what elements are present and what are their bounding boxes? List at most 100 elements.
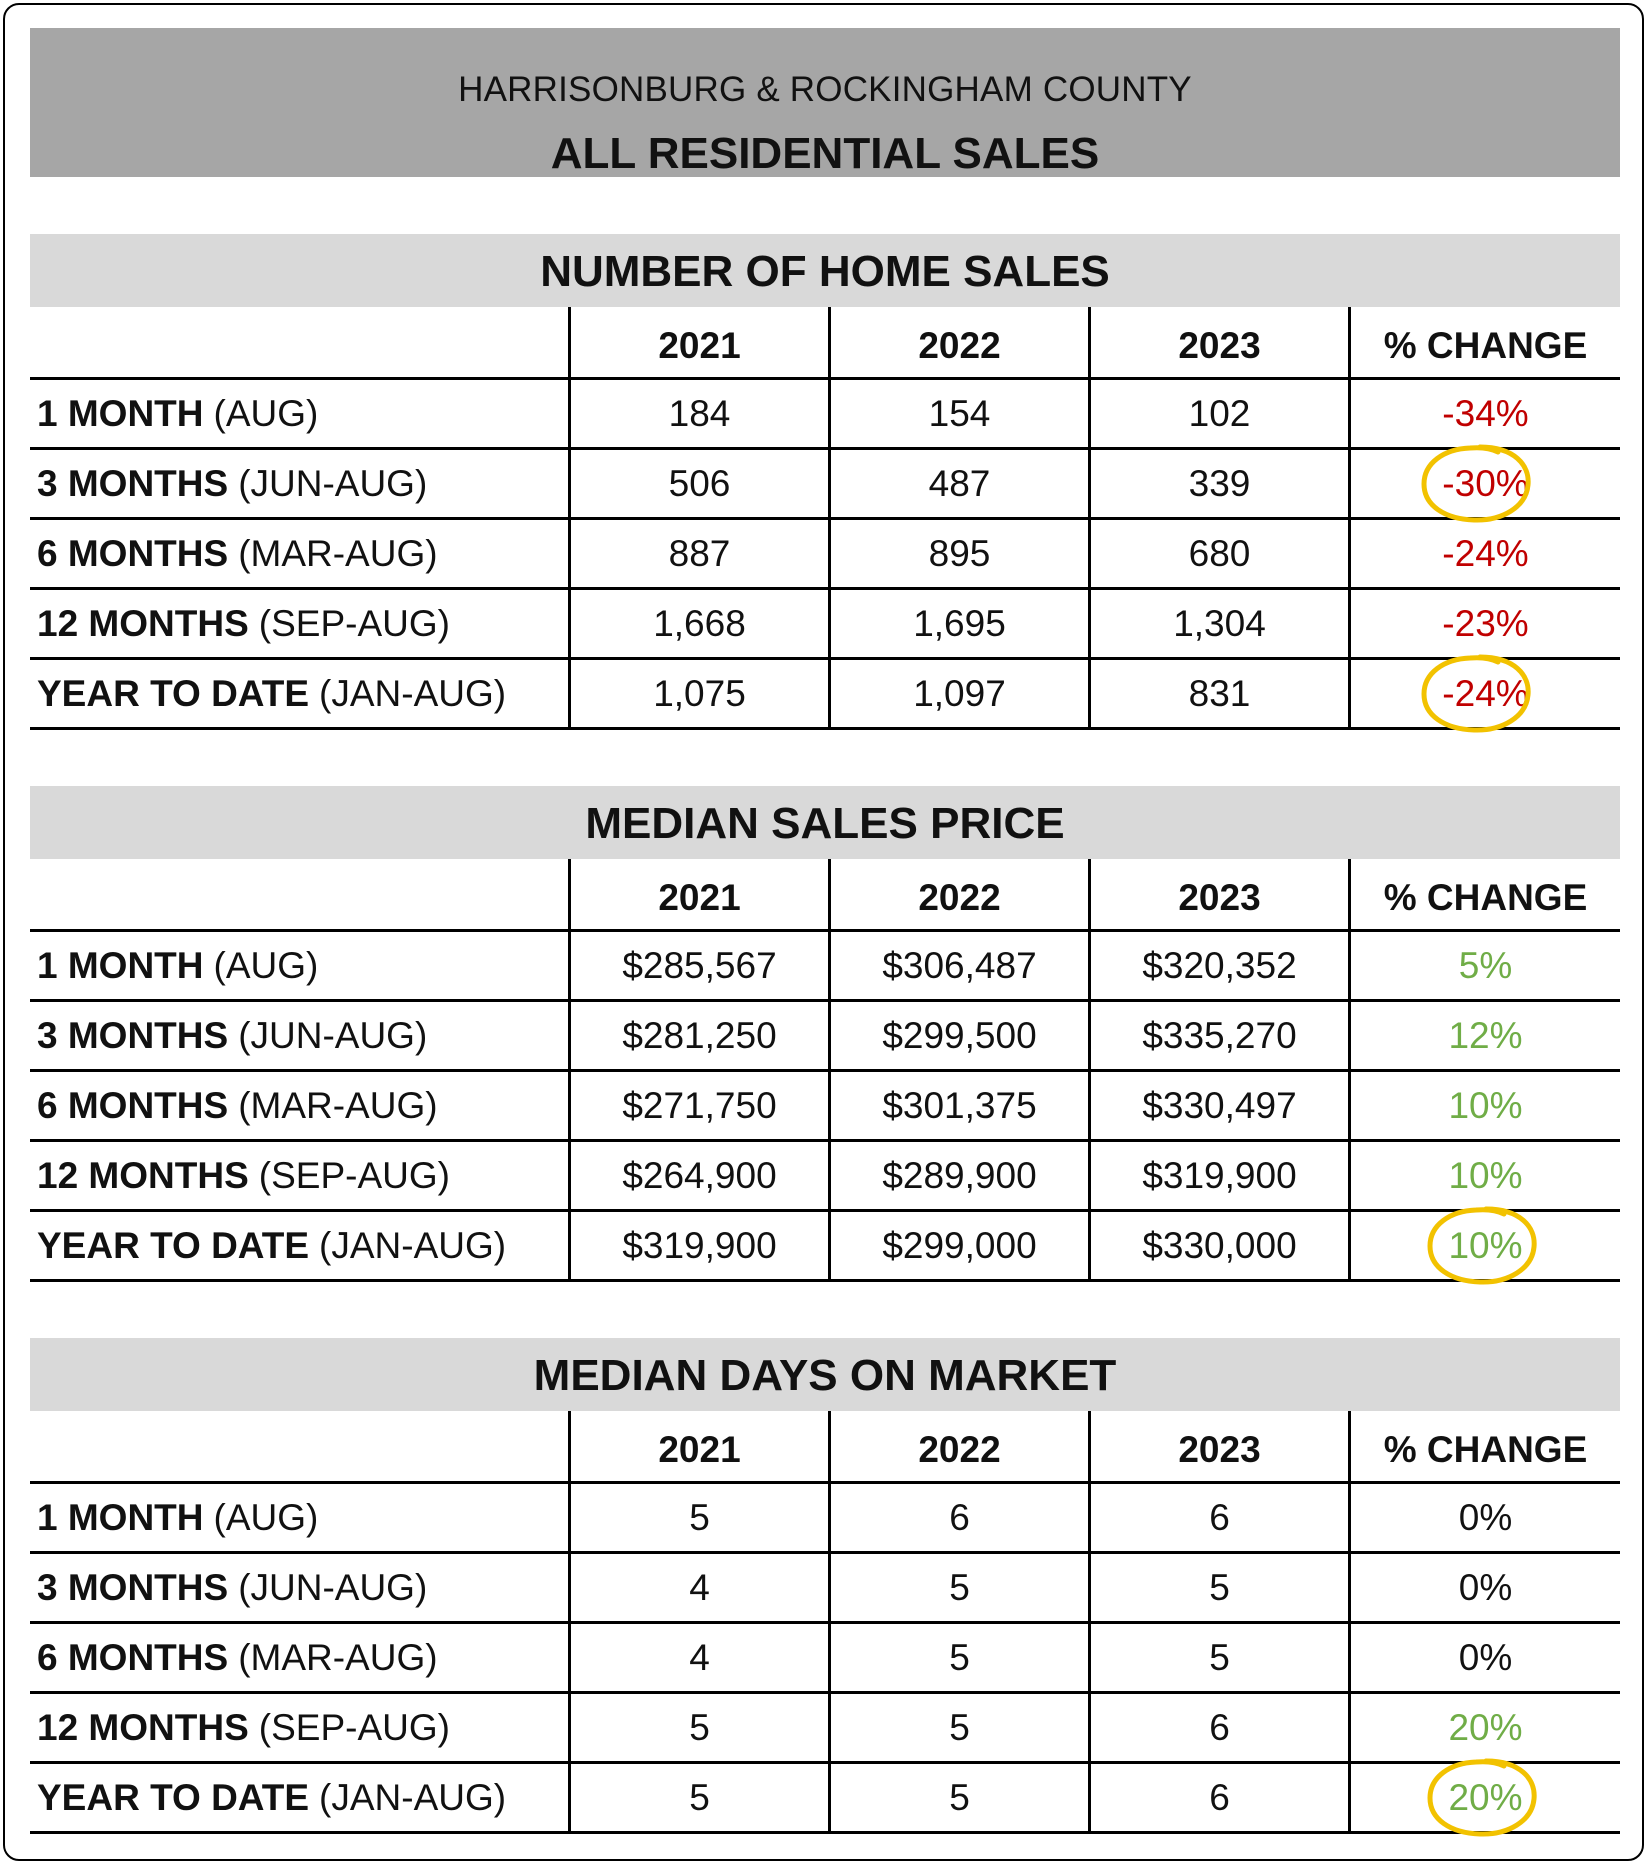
table-row: YEAR TO DATE (JAN-AUG) $319,900 $299,000 $33… xyxy=(30,1206,1620,1285)
value-cell-2021: 5 xyxy=(568,1694,828,1761)
percent-change-value: 10% xyxy=(1427,1206,1537,1285)
section-title: MEDIAN DAYS ON MARKET xyxy=(30,1338,1620,1411)
table-row: 6 MONTHS (MAR-AUG) 4 5 5 0% xyxy=(30,1624,1620,1694)
percent-change-value: 0% xyxy=(1459,1637,1512,1679)
row-label-cell: 3 MONTHS (JUN-AUG) xyxy=(30,1002,568,1069)
column-header: 2023 xyxy=(1088,1411,1348,1481)
table-row: YEAR TO DATE (JAN-AUG) 5 5 6 20% xyxy=(30,1758,1620,1837)
value-cell-2022: 5 xyxy=(828,1624,1088,1691)
value-cell-2023: $335,270 xyxy=(1088,1002,1348,1069)
section-median-days-on-market: MEDIAN DAYS ON MARKET 2021 2022 2023% CHANG… xyxy=(30,1338,1620,1837)
value-cell-2022: $299,500 xyxy=(828,1002,1088,1069)
row-label-cell: 1 MONTH (AUG) xyxy=(30,380,568,447)
row-label-cell: 3 MONTHS (JUN-AUG) xyxy=(30,450,568,517)
percent-change-text: -24% xyxy=(1442,672,1529,714)
column-header: % CHANGE xyxy=(1348,307,1620,377)
column-header: % CHANGE xyxy=(1348,859,1620,929)
value-cell-2021: $285,567 xyxy=(568,932,828,999)
percent-change-text: 12% xyxy=(1448,1014,1523,1056)
row-range: (JAN-AUG) xyxy=(319,1224,507,1266)
data-table: 2021 2022 2023% CHANGE 1 MONTH (AUG) $285,567… xyxy=(30,859,1620,1285)
table-header-row: 2021 2022 2023% CHANGE xyxy=(30,859,1620,932)
percent-change-value: 20% xyxy=(1427,1758,1537,1837)
value-cell-2022: 5 xyxy=(828,1694,1088,1761)
row-label: 12 MONTHS xyxy=(37,1154,249,1196)
percent-change-value: -24% xyxy=(1442,533,1528,575)
table-row: 12 MONTHS (SEP-AUG) 1,668 1,695 1,304 -23% xyxy=(30,590,1620,660)
value-cell-2021: 887 xyxy=(568,520,828,587)
value-cell-2022: 1,695 xyxy=(828,590,1088,657)
percent-change-text: 20% xyxy=(1448,1776,1523,1818)
row-range: (JAN-AUG) xyxy=(319,1776,507,1818)
percent-change-value: 0% xyxy=(1459,1497,1512,1539)
section-median-sales-price: MEDIAN SALES PRICE 2021 2022 2023% CHANGE 1 … xyxy=(30,786,1620,1285)
column-header: 2021 xyxy=(568,859,828,929)
value-cell-2021: $281,250 xyxy=(568,1002,828,1069)
percent-change-text: 0% xyxy=(1458,1566,1513,1608)
percent-change-value: 10% xyxy=(1448,1155,1522,1197)
row-label-cell: 1 MONTH (AUG) xyxy=(30,1484,568,1551)
percent-change-text: 0% xyxy=(1458,1636,1513,1678)
value-cell-2022: 487 xyxy=(828,450,1088,517)
percent-change-cell: 20% xyxy=(1348,1758,1620,1837)
percent-change-cell: 12% xyxy=(1348,1002,1620,1069)
percent-change-cell: 20% xyxy=(1348,1694,1620,1761)
percent-change-text: -24% xyxy=(1442,532,1529,574)
percent-change-text: -30% xyxy=(1442,462,1529,504)
value-cell-2023: $319,900 xyxy=(1088,1142,1348,1209)
percent-change-cell: -30% xyxy=(1348,444,1620,523)
column-header: 2023 xyxy=(1088,859,1348,929)
row-label: 12 MONTHS xyxy=(37,602,249,644)
page-title: ALL RESIDENTIAL SALES xyxy=(550,129,1100,178)
percent-change-text: 0% xyxy=(1458,1496,1513,1538)
row-label-cell: YEAR TO DATE (JAN-AUG) xyxy=(30,660,568,727)
percent-change-value: 5% xyxy=(1459,945,1512,987)
row-label-cell: 3 MONTHS (JUN-AUG) xyxy=(30,1554,568,1621)
row-range: (MAR-AUG) xyxy=(238,1636,438,1678)
percent-change-cell: -24% xyxy=(1348,654,1620,733)
section-title: NUMBER OF HOME SALES xyxy=(30,234,1620,307)
table-row: YEAR TO DATE (JAN-AUG) 1,075 1,097 831 -24% xyxy=(30,654,1620,733)
value-cell-2021: $319,900 xyxy=(568,1212,828,1279)
row-label: 6 MONTHS xyxy=(37,532,229,574)
row-range: (JUN-AUG) xyxy=(238,1014,428,1056)
value-cell-2022: $301,375 xyxy=(828,1072,1088,1139)
percent-change-cell: -34% xyxy=(1348,380,1620,447)
header-cell-blank xyxy=(30,1411,568,1481)
value-cell-2023: $330,497 xyxy=(1088,1072,1348,1139)
value-cell-2023: 6 xyxy=(1088,1694,1348,1761)
value-cell-2023: 6 xyxy=(1088,1764,1348,1831)
percent-change-cell: -23% xyxy=(1348,590,1620,657)
value-cell-2021: 184 xyxy=(568,380,828,447)
data-table: 2021 2022 2023% CHANGE 1 MONTH (AUG) 184 154 10… xyxy=(30,307,1620,733)
value-cell-2021: 4 xyxy=(568,1554,828,1621)
value-cell-2021: 1,668 xyxy=(568,590,828,657)
page-frame xyxy=(3,3,1644,1861)
table-row: 3 MONTHS (JUN-AUG) $281,250 $299,500 $335,27… xyxy=(30,1002,1620,1072)
percent-change-text: -23% xyxy=(1442,602,1529,644)
row-range: (JUN-AUG) xyxy=(238,1566,428,1608)
percent-change-text: 10% xyxy=(1448,1224,1523,1266)
row-label: 1 MONTH xyxy=(37,392,204,434)
percent-change-value: 10% xyxy=(1448,1085,1522,1127)
row-label: 3 MONTHS xyxy=(37,1566,229,1608)
value-cell-2022: $289,900 xyxy=(828,1142,1088,1209)
percent-change-text: 10% xyxy=(1448,1154,1523,1196)
percent-change-value: 0% xyxy=(1459,1567,1512,1609)
percent-change-text: 5% xyxy=(1458,944,1513,986)
value-cell-2021: $271,750 xyxy=(568,1072,828,1139)
row-range: (SEP-AUG) xyxy=(258,1706,450,1748)
row-label: 6 MONTHS xyxy=(37,1084,229,1126)
value-cell-2023: 5 xyxy=(1088,1624,1348,1691)
percent-change-text: 20% xyxy=(1448,1706,1523,1748)
header-cell-blank xyxy=(30,307,568,377)
percent-change-cell: 0% xyxy=(1348,1484,1620,1551)
table-header-row: 2021 2022 2023% CHANGE xyxy=(30,307,1620,380)
row-label-cell: 12 MONTHS (SEP-AUG) xyxy=(30,1142,568,1209)
value-cell-2022: 1,097 xyxy=(828,660,1088,727)
value-cell-2023: 339 xyxy=(1088,450,1348,517)
row-label-cell: 6 MONTHS (MAR-AUG) xyxy=(30,1072,568,1139)
percent-change-cell: 5% xyxy=(1348,932,1620,999)
percent-change-cell: 10% xyxy=(1348,1072,1620,1139)
table-row: 1 MONTH (AUG) 5 6 6 0% xyxy=(30,1484,1620,1554)
